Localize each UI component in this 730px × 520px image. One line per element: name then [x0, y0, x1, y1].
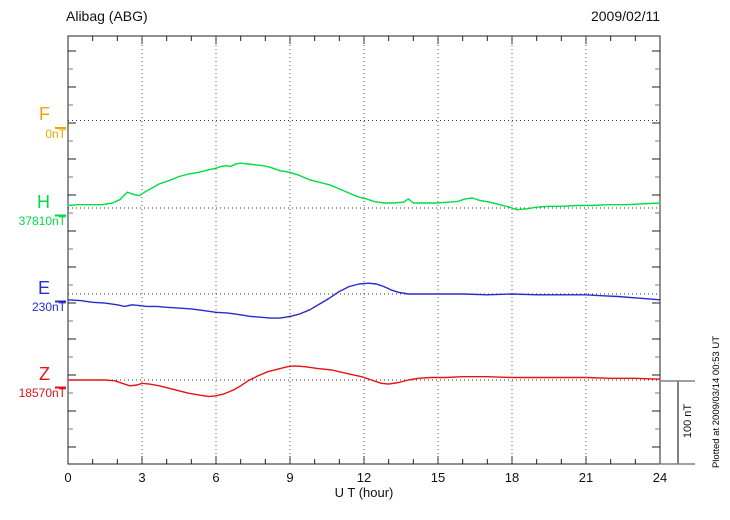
- x-tick-label-0: 0: [64, 470, 72, 485]
- series-value-E: 230nT: [31, 300, 66, 314]
- x-tick-label-6: 6: [212, 470, 220, 485]
- x-axis-title: U T (hour): [334, 485, 394, 500]
- series-value-H: 37810nT: [18, 214, 66, 228]
- series-label-E: E: [37, 277, 50, 298]
- curve-Z: [67, 365, 661, 398]
- series-value-Z: 18570nT: [18, 386, 66, 400]
- scale-bar-label: 100 nT: [682, 403, 694, 439]
- curve-H: [67, 162, 661, 211]
- plot-date: 2009/02/11: [590, 8, 660, 24]
- x-tick-label-21: 21: [578, 470, 594, 485]
- series-label-Z: Z: [39, 363, 50, 384]
- x-tick-label-15: 15: [430, 470, 446, 485]
- series-value-F: 0nT: [45, 126, 66, 141]
- curve-E: [67, 282, 661, 319]
- plotted-at-note: Plotted at 2009/03/14 00:53 UT: [711, 335, 722, 469]
- series-label-F: F: [39, 104, 50, 124]
- x-tick-label-3: 3: [138, 470, 146, 485]
- x-tick-label-12: 12: [356, 470, 372, 485]
- x-tick-label-18: 18: [504, 470, 520, 485]
- x-tick-label-9: 9: [286, 470, 294, 485]
- station-title: Alibag (ABG): [66, 8, 148, 24]
- series-label-H: H: [37, 191, 50, 212]
- x-tick-label-24: 24: [652, 470, 668, 485]
